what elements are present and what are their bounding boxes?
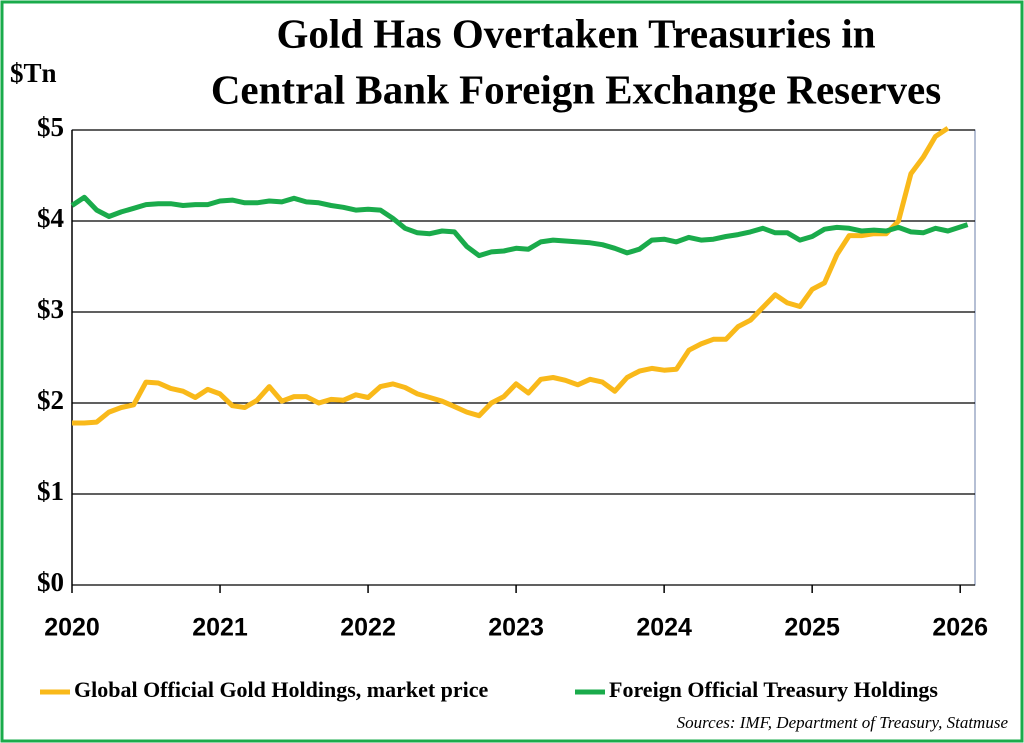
y-tick-label: $5 xyxy=(37,112,64,142)
y-axis-label: $Tn xyxy=(10,58,57,88)
y-tick-label: $2 xyxy=(37,385,64,415)
plot-area xyxy=(71,129,976,586)
x-tick-label: 2023 xyxy=(488,614,544,642)
chart-title: Central Bank Foreign Exchange Reserves xyxy=(211,66,941,112)
y-tick-label: $0 xyxy=(37,567,64,597)
source: Sources: IMF, Department of Treasury, St… xyxy=(677,713,1009,732)
x-tick-label: 2020 xyxy=(44,614,100,642)
legend-label: Foreign Official Treasury Holdings xyxy=(609,677,938,702)
x-tick-label: 2021 xyxy=(192,614,248,642)
series-line xyxy=(70,194,969,259)
y-tick-label: $3 xyxy=(37,294,64,324)
x-tick-label: 2024 xyxy=(636,614,692,642)
x-tick-label: 2022 xyxy=(340,614,396,642)
x-tick-label: 2026 xyxy=(932,614,988,642)
chart-title: Gold Has Overtaken Treasuries in xyxy=(276,10,875,56)
series-line xyxy=(72,126,950,426)
legend-label: Global Official Gold Holdings, market pr… xyxy=(74,677,489,702)
x-tick-label: 2025 xyxy=(784,614,840,642)
y-tick-label: $4 xyxy=(37,203,64,233)
y-tick-label: $1 xyxy=(37,476,64,506)
